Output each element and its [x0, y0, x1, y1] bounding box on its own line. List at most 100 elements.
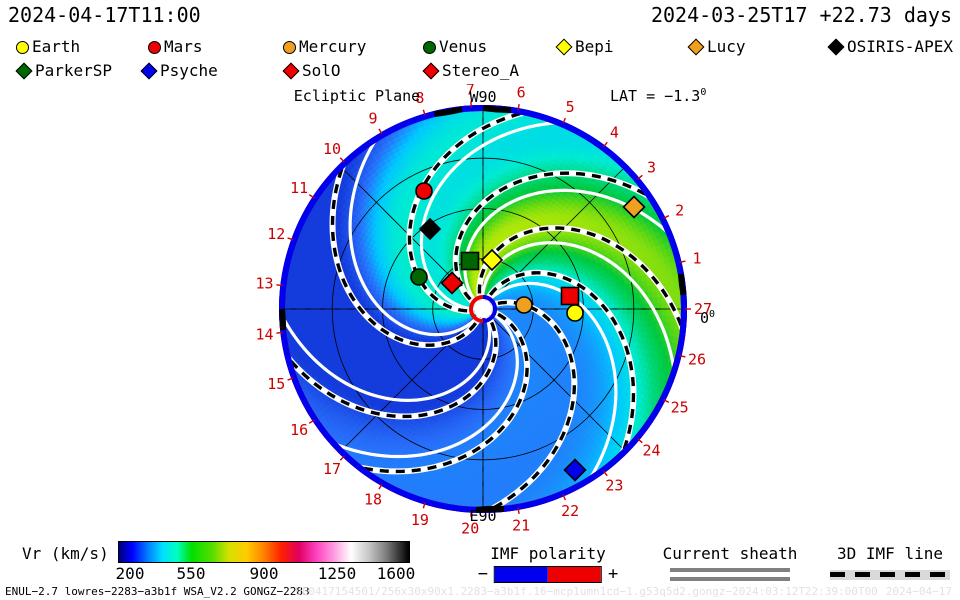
legend-item-label: Lucy	[707, 37, 746, 56]
carrington-label-3: 3	[647, 159, 656, 177]
colorbar	[118, 541, 410, 563]
imf-polarity-rim	[279, 104, 687, 513]
legend-item-osiris-apex[interactable]: OSIRIS-APEX	[827, 36, 953, 58]
legend-item-label: Earth	[32, 37, 81, 56]
circle-marker-icon	[283, 40, 296, 54]
legend-item-solo[interactable]: SolO	[282, 60, 341, 82]
carrington-tick	[276, 331, 283, 334]
current-sheath-swatch	[670, 568, 790, 581]
legend-item-earth[interactable]: Earth	[16, 36, 80, 58]
diamond-marker-icon	[422, 62, 440, 80]
current-sheath-spiral	[282, 308, 492, 402]
diamond-marker-icon	[555, 38, 573, 56]
carrington-tick	[287, 237, 294, 241]
legend-item-label: Venus	[439, 37, 488, 56]
legend-item-venus[interactable]: Venus	[423, 36, 487, 58]
diamond-marker-icon	[687, 38, 705, 56]
legend-item-mars[interactable]: Mars	[148, 36, 203, 58]
imf-plus-sign: +	[608, 564, 619, 584]
body-marker-lucy[interactable]	[622, 195, 646, 219]
carrington-tick	[562, 494, 567, 501]
carrington-tick	[603, 470, 608, 477]
circle-marker-icon	[16, 40, 29, 54]
carrington-tick	[663, 399, 670, 403]
carrington-label-26: 26	[688, 351, 706, 369]
colorbar-tick-900: 900	[249, 564, 279, 583]
imf-3d-field-line	[481, 271, 636, 455]
legend-item-stereo-a[interactable]: Stereo_A	[422, 60, 519, 82]
body-marker-mercury[interactable]	[515, 296, 533, 314]
sun-marker	[469, 295, 497, 323]
carrington-tick	[422, 502, 426, 509]
carrington-label-18: 18	[364, 491, 382, 509]
carrington-tick	[517, 104, 520, 111]
imf-3d-field-line	[358, 307, 529, 474]
carrington-tick	[308, 194, 315, 199]
carrington-tick	[276, 284, 283, 287]
body-marker-psyche[interactable]	[563, 458, 587, 482]
carrington-label-9: 9	[368, 110, 377, 128]
legend-item-lucy[interactable]: Lucy	[687, 36, 746, 58]
plot-title-lat-sup: 0	[700, 87, 706, 98]
carrington-label-24: 24	[642, 441, 660, 459]
body-marker-solo[interactable]	[440, 271, 464, 295]
imf-3d-field-line	[286, 307, 498, 419]
carrington-label-16: 16	[290, 421, 308, 439]
sun-ring-blue	[482, 295, 497, 323]
body-marker-mars[interactable]	[415, 182, 433, 200]
carrington-tick	[562, 117, 567, 124]
carrington-tick	[637, 174, 643, 180]
imf-minus-sign: −	[477, 564, 488, 584]
colorbar-gradient	[119, 542, 409, 562]
rim-sector-boundary	[475, 505, 505, 513]
carrington-label-8: 8	[415, 89, 424, 107]
spiral-clip-group	[282, 109, 684, 510]
carrington-label-21: 21	[512, 517, 530, 534]
cardinal-e90: E90	[469, 507, 496, 525]
body-legend-row-1: Earth Mars Mercury Venus Bepi Lucy OSIRIS-APEX	[8, 36, 960, 58]
carrington-label-2: 2	[675, 201, 684, 219]
legend-item-bepi[interactable]: Bepi	[555, 36, 614, 58]
legend-item-mercury[interactable]: Mercury	[283, 36, 366, 58]
legend-item-label: OSIRIS-APEX	[847, 37, 953, 56]
legend-item-parkersp[interactable]: ParkerSP	[15, 60, 113, 82]
body-marker-parkersp[interactable]	[460, 251, 480, 271]
carrington-tick	[339, 157, 345, 163]
colorbar-label: Vr (km/s)	[22, 544, 109, 563]
circle-marker-icon	[148, 40, 161, 54]
carrington-tick	[378, 128, 383, 135]
body-marker-bepi[interactable]	[480, 248, 504, 272]
colorbar-tick-1600: 1600	[376, 564, 416, 583]
colorbar-tick-200: 200	[115, 564, 145, 583]
body-marker-venus[interactable]	[410, 268, 428, 286]
legend-item-label: Psyche	[160, 61, 218, 80]
carrington-tick	[287, 377, 294, 381]
imf-3d-line-title: 3D IMF line	[837, 544, 943, 563]
cardinal-zero-deg: 00	[700, 309, 715, 327]
legend-item-psyche[interactable]: Psyche	[140, 60, 218, 82]
carrington-tick	[422, 109, 426, 116]
carrington-tick	[339, 455, 345, 461]
rim-sector-boundary	[434, 106, 463, 117]
carrington-label-7: 7	[466, 84, 475, 98]
imf-3d-field-line	[477, 226, 684, 331]
body-marker-earth[interactable]	[566, 304, 584, 322]
timestamp-right: 2024-03-25T17 +22.73 days	[650, 3, 952, 27]
imf-polarity-legend: − +	[477, 564, 619, 584]
carrington-label-6: 6	[517, 84, 526, 101]
legend-item-label: Mercury	[299, 37, 367, 56]
plot-title-left: Ecliptic Plane	[294, 87, 420, 105]
current-sheath-line-bottom	[670, 577, 790, 581]
legend-item-label: ParkerSP	[35, 61, 113, 80]
carrington-label-22: 22	[561, 502, 579, 520]
circle-marker-icon	[423, 40, 436, 54]
carrington-tick	[679, 260, 686, 264]
heliosphere-polar-plot: 1 2 3 4 5 6 7 8 9 10 11 12 13 14 15 16 17 18 19 20 21 22 23 24 2…	[0, 84, 960, 534]
carrington-label-14: 14	[255, 326, 273, 344]
carrington-label-15: 15	[267, 375, 285, 393]
body-marker-stereo-a[interactable]	[560, 286, 580, 306]
body-marker-osiris-apex[interactable]	[418, 217, 442, 241]
diamond-marker-icon	[282, 62, 300, 80]
diamond-marker-icon	[827, 38, 845, 56]
carrington-tick	[679, 354, 686, 358]
